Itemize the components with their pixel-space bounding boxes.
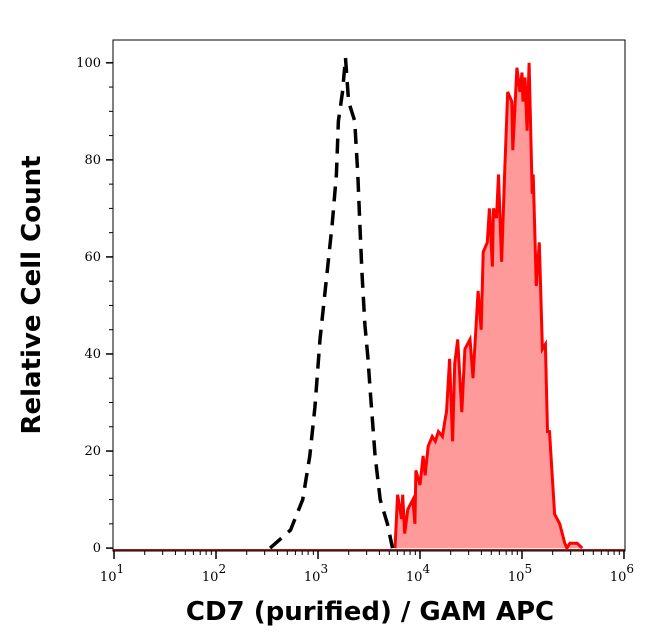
y-tick-label: 80 xyxy=(84,153,101,168)
y-axis: 0 20 40 60 80 100 xyxy=(76,56,113,556)
control-line xyxy=(268,57,395,550)
x-tick-label: 105 xyxy=(508,562,532,585)
x-tick-label: 103 xyxy=(304,562,328,585)
x-tick-label: 102 xyxy=(202,562,226,585)
x-axis: 101 102 103 104 105 106 xyxy=(100,551,634,585)
x-axis-title: CD7 (purified) / GAM APC xyxy=(186,597,554,627)
plot-area xyxy=(113,57,625,552)
stained-fill xyxy=(395,62,583,549)
x-tick-label: 101 xyxy=(100,562,124,585)
stained-line xyxy=(393,62,584,552)
y-axis-title: Relative Cell Count xyxy=(17,155,47,434)
plot-frame xyxy=(112,39,626,552)
y-tick-label: 20 xyxy=(84,444,101,459)
x-tick-label: 104 xyxy=(406,562,431,585)
y-tick-label: 40 xyxy=(84,347,101,362)
y-tick-label: 0 xyxy=(93,541,101,556)
y-tick-label: 60 xyxy=(84,250,101,265)
y-tick-label: 100 xyxy=(76,56,101,71)
x-tick-label: 106 xyxy=(610,562,634,585)
